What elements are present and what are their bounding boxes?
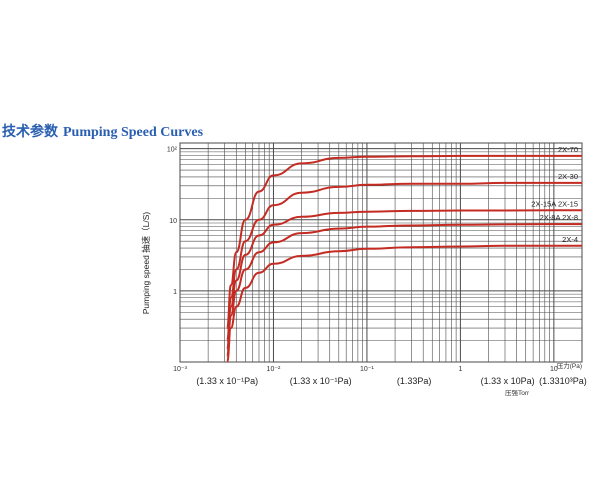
axis-ticks: 10⁻³ 10⁻² 10⁻¹ 1 10 10² 10 1 (1.33 x 10⁻¹Pa) (1.3… xyxy=(167,147,587,386)
series-line-3 xyxy=(226,209,582,351)
curve-label-4: 2X-8A 2X-8 xyxy=(540,213,578,222)
x-tick-label: 10⁻³ xyxy=(173,366,187,373)
series-line-5 xyxy=(226,244,582,363)
y-tick-label: 10 xyxy=(169,218,177,225)
x-unit-label: 压力(Pa) xyxy=(557,361,582,370)
pressure-label: (1.33 x 10⁻¹Pa) xyxy=(290,376,352,386)
x-tick-label: 10⁻¹ xyxy=(360,366,374,373)
heading-english: Pumping Speed Curves xyxy=(63,125,204,140)
pressure-label: (1.33 x 10Pa) xyxy=(481,376,535,386)
y-tick-label: 1 xyxy=(173,289,177,296)
pressure-label: (1.33Pa) xyxy=(397,376,432,386)
x-tick-label: 10 xyxy=(550,366,558,373)
series-line-1 xyxy=(226,154,582,330)
curve-label-1: 2X-70 xyxy=(558,145,578,154)
y-tick-label: 10² xyxy=(167,147,178,154)
chart-heading: 技术参数 Pumping Speed Curves xyxy=(2,121,242,140)
series-line-2 xyxy=(226,181,582,342)
curve-label-5: 2X-4 xyxy=(562,235,578,244)
curve-labels: 2X-70 2X-30 2X-15A 2X-15 2X-8A 2X-8 2X-4 xyxy=(531,145,578,244)
curve-label-3: 2X-15A 2X-15 xyxy=(531,199,578,208)
x-tick-label: 1 xyxy=(458,366,462,373)
x-axis-label: 压强Torr xyxy=(505,389,530,397)
chart-curves xyxy=(226,154,582,363)
curve-label-2: 2X-30 xyxy=(558,172,578,181)
y-axis-label: Pumping speed 抽速（L/S) xyxy=(141,212,151,315)
series-line-4 xyxy=(226,223,582,358)
pressure-label: (1.3310³Pa) xyxy=(539,376,587,386)
x-tick-label: 10⁻² xyxy=(267,366,281,373)
heading-chinese: 技术参数 xyxy=(2,125,58,140)
pressure-label: (1.33 x 10⁻¹Pa) xyxy=(196,376,258,386)
